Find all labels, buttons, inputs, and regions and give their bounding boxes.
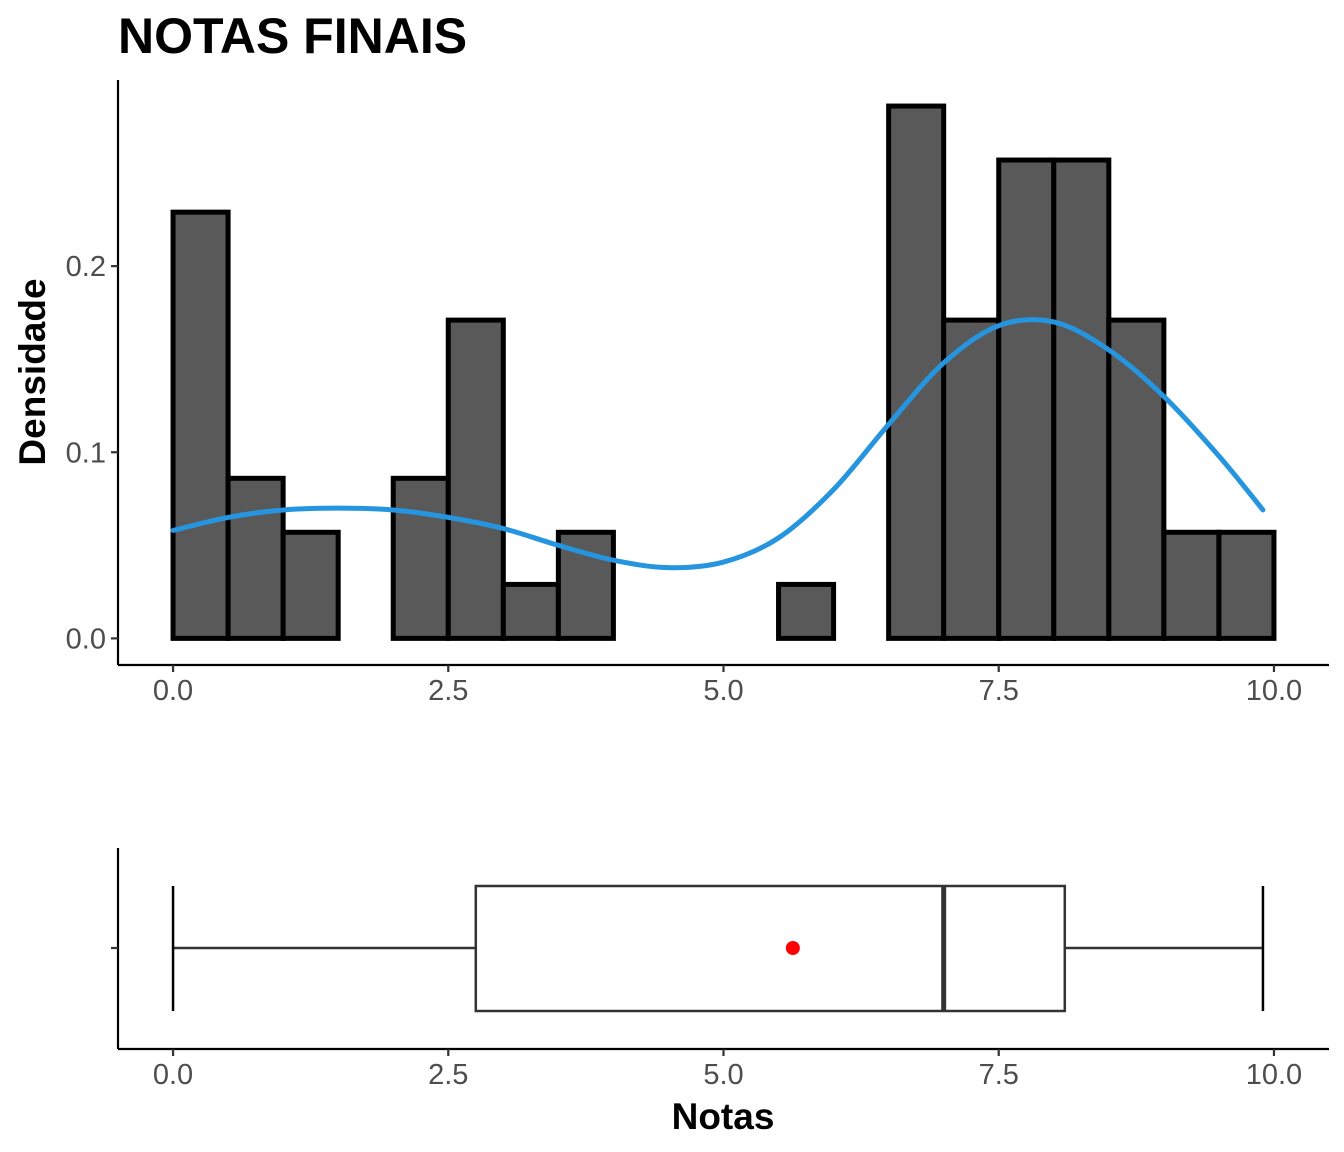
histogram-bar: [1106, 317, 1167, 641]
histogram-bar: [1216, 529, 1277, 641]
histogram-bar: [280, 529, 341, 641]
histogram-bar: [776, 581, 837, 641]
histogram-bar: [996, 157, 1057, 641]
histogram-bar: [941, 317, 1002, 641]
y-tick-label: 0.1: [66, 437, 106, 469]
histogram-bar: [390, 475, 451, 641]
histogram-bar: [170, 209, 231, 641]
y-axis-title: Densidade: [12, 278, 53, 465]
chart-title: NOTAS FINAIS: [118, 8, 467, 64]
x-tick-label: 2.5: [428, 675, 468, 707]
x-tick-label: 10.0: [1246, 675, 1302, 707]
density-curve: [170, 317, 1266, 571]
box-x-tick-label: 10.0: [1246, 1059, 1302, 1091]
x-axis-title: Notas: [672, 1096, 775, 1137]
box-x-tick-label: 5.0: [703, 1059, 743, 1091]
histogram-panel: 0.0 0.1 0.2 0.0 2.5 5.0 7.5 10.0: [66, 80, 1329, 707]
histogram-bar: [1161, 529, 1222, 641]
box-x-tick-label: 2.5: [428, 1059, 468, 1091]
x-tick-label: 5.0: [703, 675, 743, 707]
boxplot-panel: 0.0 2.5 5.0 7.5 10.0: [111, 848, 1329, 1091]
box-x-tick-label: 7.5: [979, 1059, 1019, 1091]
y-tick-label: 0.0: [66, 623, 106, 655]
y-tick-label: 0.2: [66, 251, 106, 283]
mean-point: [785, 941, 800, 955]
iqr-box: [474, 884, 1067, 1013]
histogram-bar: [1051, 157, 1112, 641]
box-x-tick-label: 0.0: [153, 1059, 193, 1091]
histogram-bar: [225, 475, 286, 641]
histogram-bar: [500, 581, 561, 641]
x-tick-label: 7.5: [979, 675, 1019, 707]
histogram-bar: [445, 317, 506, 641]
x-tick-label: 0.0: [153, 675, 193, 707]
